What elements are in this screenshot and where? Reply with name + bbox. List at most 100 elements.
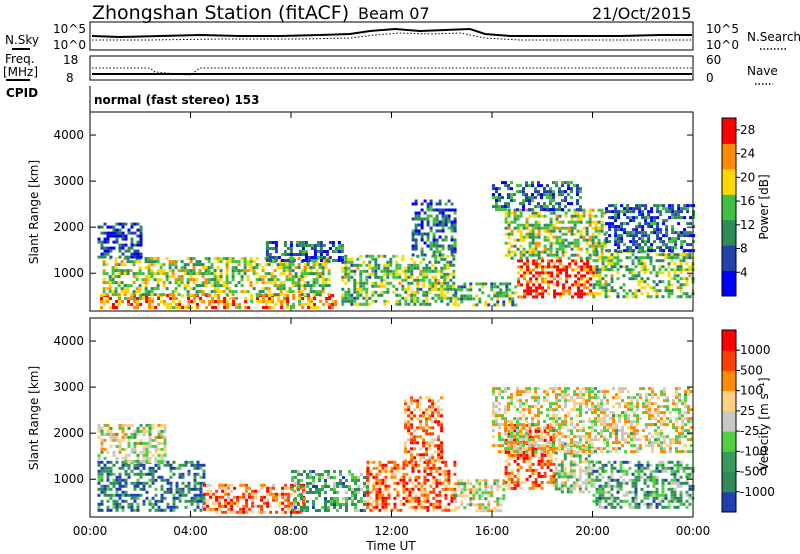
heatmap-cell bbox=[363, 482, 366, 485]
heatmap-cell bbox=[632, 216, 636, 220]
heatmap-cell bbox=[438, 223, 442, 227]
heatmap-cell bbox=[495, 444, 498, 448]
heatmap-cell bbox=[435, 217, 439, 221]
heatmap-cell bbox=[679, 295, 683, 299]
heatmap-cell bbox=[478, 300, 482, 304]
heatmap-cell bbox=[598, 280, 602, 284]
heatmap-cell bbox=[504, 208, 507, 212]
heatmap-cell bbox=[340, 244, 344, 247]
heatmap-cell bbox=[543, 238, 547, 242]
heatmap-cell bbox=[404, 447, 408, 451]
heatmap-cell bbox=[434, 266, 438, 270]
heatmap-cell bbox=[282, 269, 286, 273]
heatmap-cell bbox=[268, 247, 272, 250]
heatmap-cell bbox=[414, 475, 418, 479]
heatmap-cell bbox=[640, 499, 644, 503]
heatmap-cell bbox=[519, 202, 522, 206]
heatmap-cell bbox=[573, 241, 577, 245]
heatmap-cell bbox=[136, 456, 140, 460]
heatmap-cell bbox=[553, 292, 557, 296]
heatmap-cell bbox=[106, 487, 110, 491]
heatmap-cell bbox=[664, 496, 668, 500]
heatmap-cell bbox=[679, 484, 683, 488]
heatmap-cell bbox=[429, 202, 433, 206]
heatmap-cell bbox=[97, 240, 101, 244]
heatmap-cell bbox=[196, 466, 200, 470]
heatmap-cell bbox=[519, 256, 523, 260]
heatmap-cell bbox=[297, 488, 300, 491]
heatmap-cell bbox=[184, 499, 188, 503]
heatmap-cell bbox=[668, 237, 672, 241]
heatmap-cell bbox=[130, 225, 134, 229]
heatmap-cell bbox=[460, 285, 464, 289]
heatmap-cell bbox=[215, 489, 219, 493]
heatmap-cell bbox=[677, 207, 681, 211]
heatmap-cell bbox=[120, 269, 124, 273]
heatmap-cell bbox=[378, 478, 382, 482]
heatmap-cell bbox=[212, 501, 216, 505]
heatmap-cell bbox=[410, 402, 414, 406]
heatmap-cell bbox=[357, 500, 360, 503]
heatmap-cell bbox=[356, 302, 360, 306]
heatmap-cell bbox=[232, 303, 236, 306]
heatmap-cell bbox=[245, 504, 249, 508]
heatmap-cell bbox=[447, 220, 451, 224]
heatmap-cell bbox=[446, 263, 450, 267]
heatmap-cell bbox=[392, 254, 396, 258]
heatmap-cell bbox=[516, 483, 520, 487]
heatmap-cell bbox=[302, 483, 306, 487]
heatmap-cell bbox=[138, 260, 142, 264]
heatmap-cell bbox=[252, 260, 256, 264]
heatmap-cell bbox=[286, 303, 290, 306]
heatmap-cell bbox=[432, 490, 436, 494]
heatmap-cell bbox=[132, 263, 136, 267]
heatmap-cell bbox=[429, 247, 433, 251]
heatmap-cell bbox=[375, 475, 379, 479]
heatmap-cell bbox=[454, 500, 458, 504]
heatmap-cell bbox=[375, 466, 379, 470]
heatmap-cell bbox=[168, 263, 172, 267]
heatmap-cell bbox=[583, 286, 587, 290]
heatmap-cell bbox=[186, 293, 190, 297]
heatmap-cell bbox=[428, 266, 432, 270]
heatmap-cell bbox=[288, 278, 292, 282]
heatmap-cell bbox=[271, 300, 275, 303]
heatmap-cell bbox=[440, 296, 444, 300]
heatmap-cell bbox=[452, 281, 456, 285]
heatmap-cell bbox=[118, 450, 122, 454]
heatmap-cell bbox=[201, 263, 205, 267]
heatmap-cell bbox=[437, 260, 441, 264]
heatmap-cell bbox=[444, 493, 448, 497]
heatmap-cell bbox=[432, 475, 436, 479]
heatmap-cell bbox=[325, 300, 329, 303]
heatmap-cell bbox=[289, 244, 293, 247]
heatmap-cell bbox=[103, 237, 107, 241]
heatmap-cell bbox=[217, 297, 221, 300]
heatmap-cell bbox=[334, 303, 338, 306]
heatmap-cell bbox=[221, 486, 225, 490]
heatmap-cell bbox=[312, 290, 316, 294]
heatmap-cell bbox=[300, 269, 304, 273]
heatmap-cell bbox=[301, 244, 305, 247]
heatmap-cell bbox=[248, 495, 252, 499]
heatmap-cell bbox=[502, 494, 506, 498]
heatmap-cell bbox=[130, 481, 134, 485]
heatmap-cell bbox=[558, 229, 562, 233]
heatmap-cell bbox=[537, 229, 541, 233]
heatmap-cell bbox=[481, 282, 485, 286]
heatmap-cell bbox=[540, 480, 544, 484]
heatmap-cell bbox=[423, 253, 427, 257]
heatmap-cell bbox=[325, 259, 329, 262]
heatmap-cell bbox=[613, 256, 617, 260]
heatmap-cell bbox=[425, 396, 429, 400]
heatmap-cell bbox=[115, 481, 119, 485]
heatmap-cell bbox=[649, 493, 653, 497]
heatmap-cell bbox=[196, 505, 200, 509]
heatmap-cell bbox=[309, 473, 312, 476]
heatmap-cell bbox=[438, 202, 442, 206]
heatmap-cell bbox=[219, 272, 223, 276]
heatmap-cell bbox=[604, 289, 608, 293]
heatmap-cell bbox=[115, 435, 119, 439]
heatmap-cell bbox=[372, 487, 376, 491]
heatmap-cell bbox=[407, 429, 411, 433]
